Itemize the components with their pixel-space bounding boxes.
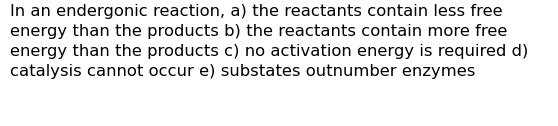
Text: In an endergonic reaction, a) the reactants contain less free
energy than the pr: In an endergonic reaction, a) the reacta… — [10, 4, 528, 79]
